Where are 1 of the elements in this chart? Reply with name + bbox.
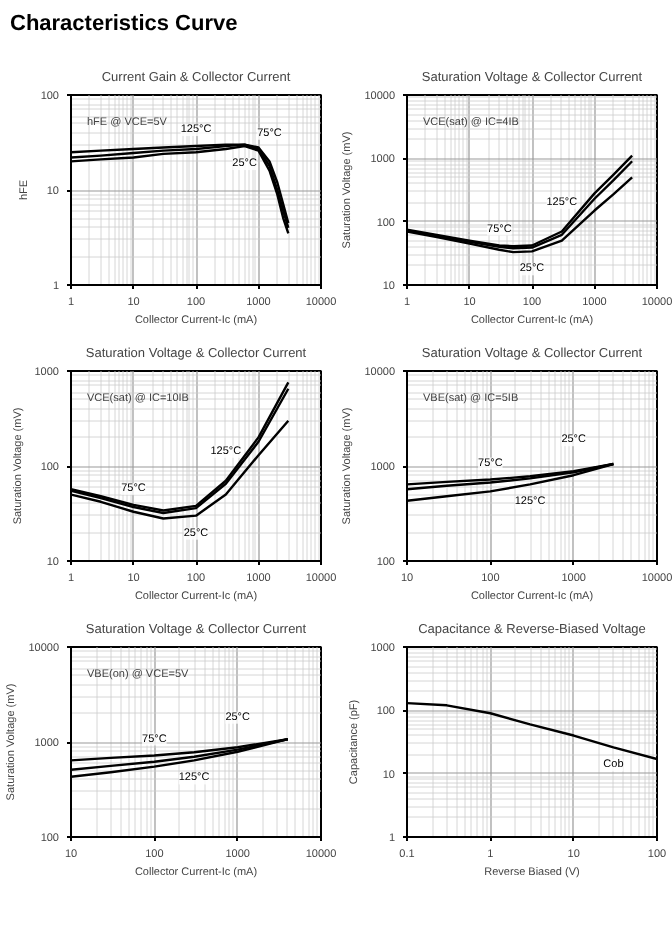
- chart-subtitle: Characteristics Curve: [10, 10, 238, 40]
